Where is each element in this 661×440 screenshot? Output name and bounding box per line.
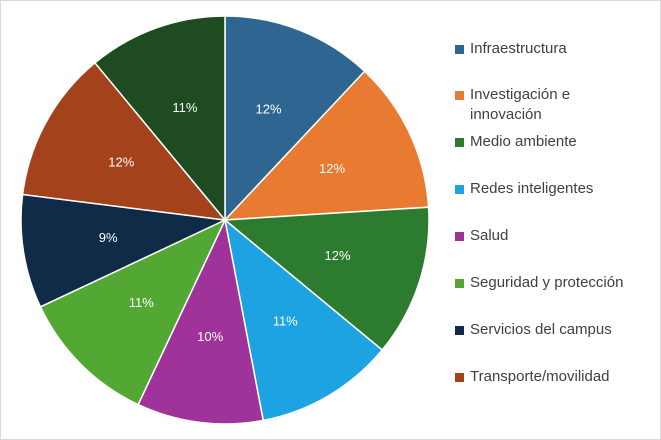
data-label: 12%	[108, 154, 134, 169]
legend-label: Investigación e innovación	[470, 86, 571, 123]
legend-entry: Infraestructura	[455, 39, 645, 59]
data-label: 11%	[172, 100, 197, 115]
legend-entry: Investigación e innovación	[455, 85, 645, 125]
legend-swatch	[455, 138, 464, 147]
legend-swatch	[455, 373, 464, 382]
data-label: 12%	[256, 101, 282, 116]
legend-label: Transporte/movilidad	[470, 368, 610, 385]
legend-entry: Seguridad y protección	[455, 273, 645, 293]
legend-entry: Servicios del campus	[455, 320, 645, 340]
legend-swatch	[455, 232, 464, 241]
data-label: 9%	[99, 230, 118, 245]
pie-slice	[137, 217, 265, 425]
legend-swatch	[455, 91, 464, 100]
legend-entry: Salud	[455, 226, 645, 246]
pie-slice	[224, 15, 366, 222]
legend-label: Redes inteligentes	[470, 180, 594, 197]
data-label: 11%	[129, 295, 154, 310]
pie-slice	[21, 61, 227, 221]
pie-slice	[93, 15, 226, 223]
pie-slice	[39, 218, 227, 406]
legend-swatch	[455, 279, 464, 288]
pie-slice	[223, 206, 430, 352]
legend-label: Salud	[470, 227, 509, 244]
legend-label: Servicios del campus	[470, 321, 612, 338]
data-label: 12%	[319, 161, 345, 176]
legend-swatch	[455, 326, 464, 335]
legend-label: Infraestructura	[470, 40, 567, 57]
pie-slice	[223, 70, 430, 221]
data-label: 11%	[273, 313, 298, 328]
pie-slice	[223, 218, 384, 422]
legend-swatch	[455, 185, 464, 194]
legend-swatch	[455, 45, 464, 54]
data-label: 12%	[325, 248, 351, 263]
pie-slice	[20, 193, 228, 308]
legend-entry: Redes inteligentes	[455, 179, 645, 199]
legend-entry: Medio ambiente	[455, 132, 645, 152]
legend-label: Medio ambiente	[470, 133, 577, 150]
legend-entry: Transporte/movilidad	[455, 367, 645, 387]
legend-label: Seguridad y protección	[470, 274, 624, 291]
data-label: 10%	[197, 329, 223, 344]
